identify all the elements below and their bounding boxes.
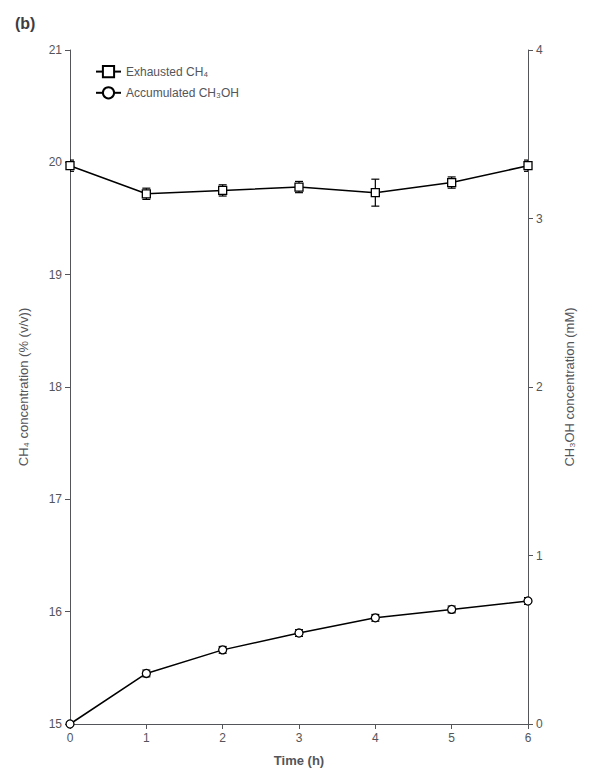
- svg-text:5: 5: [448, 731, 455, 745]
- svg-text:15: 15: [49, 717, 63, 731]
- svg-text:1: 1: [536, 549, 543, 563]
- svg-text:16: 16: [49, 605, 63, 619]
- svg-text:21: 21: [49, 43, 63, 57]
- svg-text:3: 3: [296, 731, 303, 745]
- svg-text:(b): (b): [15, 15, 35, 32]
- svg-text:Exhausted CH₄: Exhausted CH₄: [126, 65, 208, 79]
- svg-text:19: 19: [49, 268, 63, 282]
- svg-text:4: 4: [536, 43, 543, 57]
- svg-text:1: 1: [143, 731, 150, 745]
- svg-text:18: 18: [49, 380, 63, 394]
- svg-text:Accumulated CH₃OH: Accumulated CH₃OH: [126, 86, 239, 100]
- svg-text:2: 2: [219, 731, 226, 745]
- svg-text:0: 0: [67, 731, 74, 745]
- svg-text:CH₃OH concentration (mM): CH₃OH concentration (mM): [562, 307, 577, 466]
- svg-text:17: 17: [49, 492, 63, 506]
- svg-text:0: 0: [536, 717, 543, 731]
- svg-text:3: 3: [536, 212, 543, 226]
- svg-text:20: 20: [49, 155, 63, 169]
- svg-text:4: 4: [372, 731, 379, 745]
- svg-text:Time (h): Time (h): [274, 753, 324, 768]
- svg-text:CH₄ concentration (% (v/v)): CH₄ concentration (% (v/v)): [16, 308, 31, 466]
- svg-text:2: 2: [536, 380, 543, 394]
- svg-text:6: 6: [525, 731, 532, 745]
